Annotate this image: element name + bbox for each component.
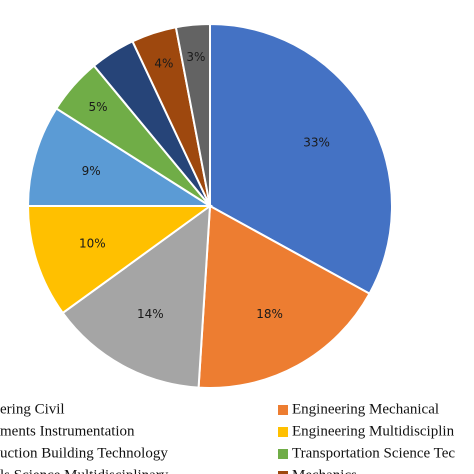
pie-slice xyxy=(197,204,371,389)
legend-label: ering Civil xyxy=(0,401,65,417)
data-label: 18% xyxy=(256,307,283,321)
legend-swatch xyxy=(278,471,288,474)
data-label: 4% xyxy=(154,57,173,71)
legend-label: Mechanics xyxy=(292,467,357,474)
pie-slice xyxy=(26,107,214,207)
legend-swatch xyxy=(278,405,288,415)
pie-slice xyxy=(61,203,212,389)
data-label: 14% xyxy=(137,307,164,321)
data-label: 33% xyxy=(303,136,330,150)
legend-label: uction Building Technology xyxy=(0,445,168,461)
legend-label: Transportation Science Tec xyxy=(292,445,455,461)
data-label: 9% xyxy=(82,164,101,178)
pie-slice xyxy=(26,205,214,315)
legend-swatch xyxy=(278,449,288,459)
legend-label: ments Instrumentation xyxy=(0,423,135,439)
legend-label: Engineering Mechanical xyxy=(292,401,439,417)
data-label: 10% xyxy=(79,237,106,251)
pie-slice xyxy=(209,22,393,296)
legend-label: Engineering Multidisciplin xyxy=(292,423,455,439)
data-label: 3% xyxy=(186,50,205,64)
legend-label: ls Science Multidisciplinary xyxy=(0,467,169,474)
legend-swatch xyxy=(278,427,288,437)
data-label: 5% xyxy=(89,100,108,114)
pie-slice xyxy=(174,22,211,207)
